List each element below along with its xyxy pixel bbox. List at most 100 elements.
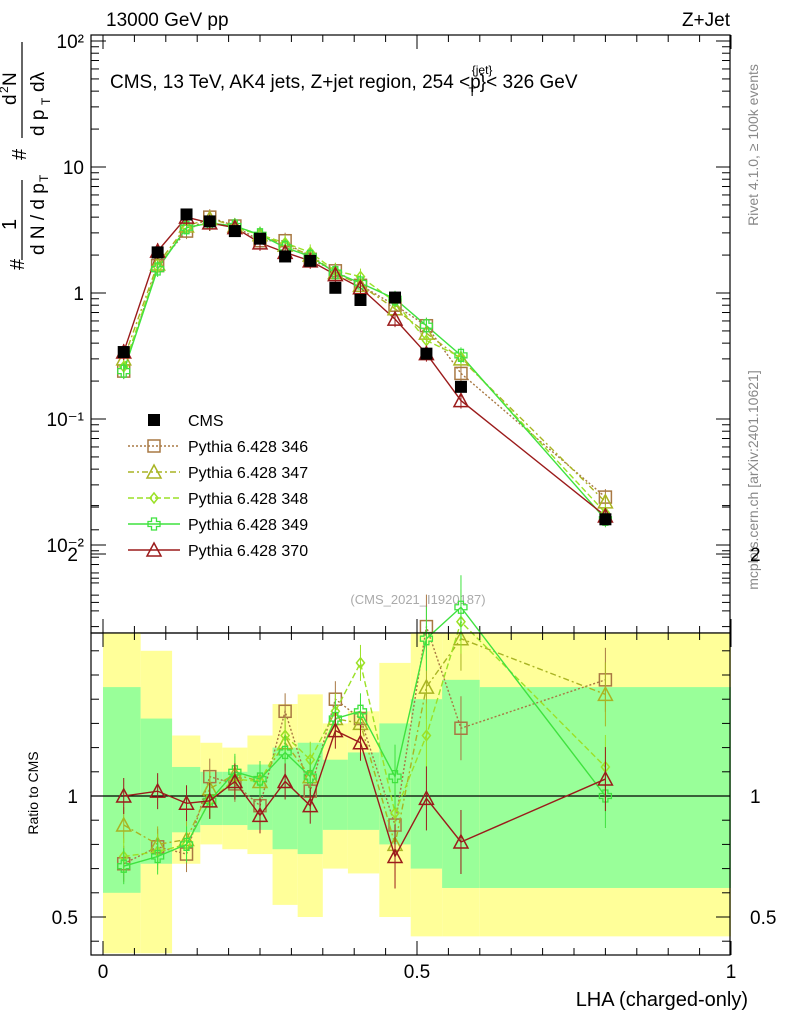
main-data-point xyxy=(328,266,343,280)
ratio-data-point xyxy=(276,772,294,789)
ratio-data-point xyxy=(226,772,244,789)
ratio-series-line xyxy=(123,606,606,867)
ratio-data-point xyxy=(418,789,435,806)
svg-text:dλ: dλ xyxy=(28,71,49,92)
cms-data-point xyxy=(180,208,193,221)
ratio-data-point xyxy=(117,859,131,873)
ratio-data-point xyxy=(454,600,468,614)
ratio-data-point xyxy=(454,721,468,735)
svg-text:#: # xyxy=(9,148,31,160)
svg-text:1: 1 xyxy=(0,219,21,230)
x-tick-label: 0.5 xyxy=(404,962,430,983)
legend-marker xyxy=(147,517,161,531)
ratio-data-point xyxy=(355,656,366,670)
ratio-data-point xyxy=(253,772,267,786)
legend: CMS Pythia 6.428 346 Pythia 6.428 347 Pythi… xyxy=(128,413,308,560)
ratio-data-point xyxy=(278,704,292,719)
cms-data-point xyxy=(151,246,164,259)
ratio-ytick-label-right: 1 xyxy=(750,787,761,808)
ratio-ytick-label: 2 xyxy=(67,545,78,566)
ratio-band-green xyxy=(322,759,348,830)
cms-data-point xyxy=(420,347,433,360)
cms-data-point xyxy=(389,291,402,304)
ratio-band-green xyxy=(347,752,380,830)
ratio-data-point xyxy=(452,833,470,849)
cms-data-point xyxy=(304,254,317,267)
ratio-ylabel: Ratio to CMS xyxy=(25,751,41,834)
ratio-data-point xyxy=(353,704,368,718)
x-tick-label: 0 xyxy=(98,962,109,983)
ratio-data-point xyxy=(418,678,435,694)
ratio-data-point xyxy=(352,734,369,750)
ratio-data-point xyxy=(303,769,317,784)
main-data-point xyxy=(179,221,194,235)
ratio-data-point xyxy=(597,770,614,786)
cms-data-point xyxy=(354,293,367,306)
main-data-point xyxy=(419,319,434,333)
cms-data-point xyxy=(203,215,216,228)
main-data-point xyxy=(452,392,470,408)
legend-marker xyxy=(145,463,163,479)
ratio-data-point xyxy=(327,722,344,738)
main-series-line xyxy=(123,217,606,503)
main-ytick-label: 10 xyxy=(63,158,84,179)
main-ticks: 10² 10 1 10⁻¹ 10⁻² xyxy=(47,32,732,633)
main-data-point xyxy=(386,310,404,326)
legend-marker xyxy=(149,491,159,505)
legend-label: Pythia 6.428 370 xyxy=(188,543,308,560)
mcplots-label: mcplots.cern.ch [arXiv:2401.10621] xyxy=(745,370,761,589)
legend-label: CMS xyxy=(188,413,224,430)
x-tick-label: 1 xyxy=(726,962,737,983)
main-data-point xyxy=(352,279,369,295)
ratio-ytick-label-right: 2 xyxy=(750,545,761,566)
main-ytick-label: 10⁻² xyxy=(47,536,85,557)
ratio-ytick-label: 0.5 xyxy=(52,908,78,929)
svg-text:#: # xyxy=(7,258,29,270)
main-data-point xyxy=(454,348,468,363)
main-ytick-label: 1 xyxy=(73,284,84,305)
x-axis-label: LHA (charged-only) xyxy=(576,989,748,1011)
analysis-watermark: (CMS_2021_I1920187) xyxy=(350,592,485,607)
legend-marker xyxy=(147,439,161,453)
ratio-data-point xyxy=(115,787,132,803)
legend-marker xyxy=(148,414,160,426)
cms-data-point xyxy=(279,250,292,263)
svg-text:d N / d p: d N / d p xyxy=(28,183,49,255)
main-data-point xyxy=(353,276,368,290)
cms-data-point xyxy=(454,380,467,393)
cms-data-point xyxy=(254,232,266,245)
ratio-ticks: 2 2 1 1 0.5 0.5 0 0.5 1 xyxy=(52,505,776,983)
ratio-data-point xyxy=(388,769,402,784)
ratio-frame xyxy=(90,632,731,956)
svg-text:d: d xyxy=(0,94,21,105)
svg-text:T: T xyxy=(37,174,51,182)
svg-text:T: T xyxy=(39,97,53,105)
svg-text:2: 2 xyxy=(0,86,11,93)
main-ytick-label: 10² xyxy=(57,32,84,53)
header-left: 13000 GeV pp xyxy=(106,10,229,31)
ratio-data-point xyxy=(597,685,614,702)
ratio-data-point xyxy=(278,745,292,760)
cms-data-point xyxy=(117,346,130,359)
ratio-series xyxy=(115,575,614,889)
ratio-ytick-label-right: 0.5 xyxy=(750,908,776,929)
legend-marker xyxy=(145,541,163,557)
legend-label: Pythia 6.428 348 xyxy=(188,491,308,508)
legend-label: Pythia 6.428 347 xyxy=(188,465,308,482)
main-panel: 10² 10 1 10⁻¹ 10⁻² CMS, 13 TeV, AK4 jets, Z+… xyxy=(0,32,732,634)
ratio-data-point xyxy=(150,849,165,864)
ratio-data-point xyxy=(179,837,194,852)
header-right: Z+Jet xyxy=(682,10,731,31)
svg-text:d p: d p xyxy=(28,110,49,136)
ratio-panel: 2 2 1 1 0.5 0.5 0 0.5 1 Ratio to CMS LHA (charge… xyxy=(25,505,776,1011)
ratio-data-point xyxy=(251,806,269,823)
ratio-data-point xyxy=(115,816,132,832)
legend-label: Pythia 6.428 349 xyxy=(188,517,308,534)
ratio-data-point xyxy=(178,794,195,811)
main-data-point xyxy=(454,366,468,381)
main-data-point xyxy=(150,262,165,276)
ratio-data-point xyxy=(390,806,400,820)
ratio-data-point xyxy=(301,797,319,813)
ratio-data-point xyxy=(598,789,613,803)
